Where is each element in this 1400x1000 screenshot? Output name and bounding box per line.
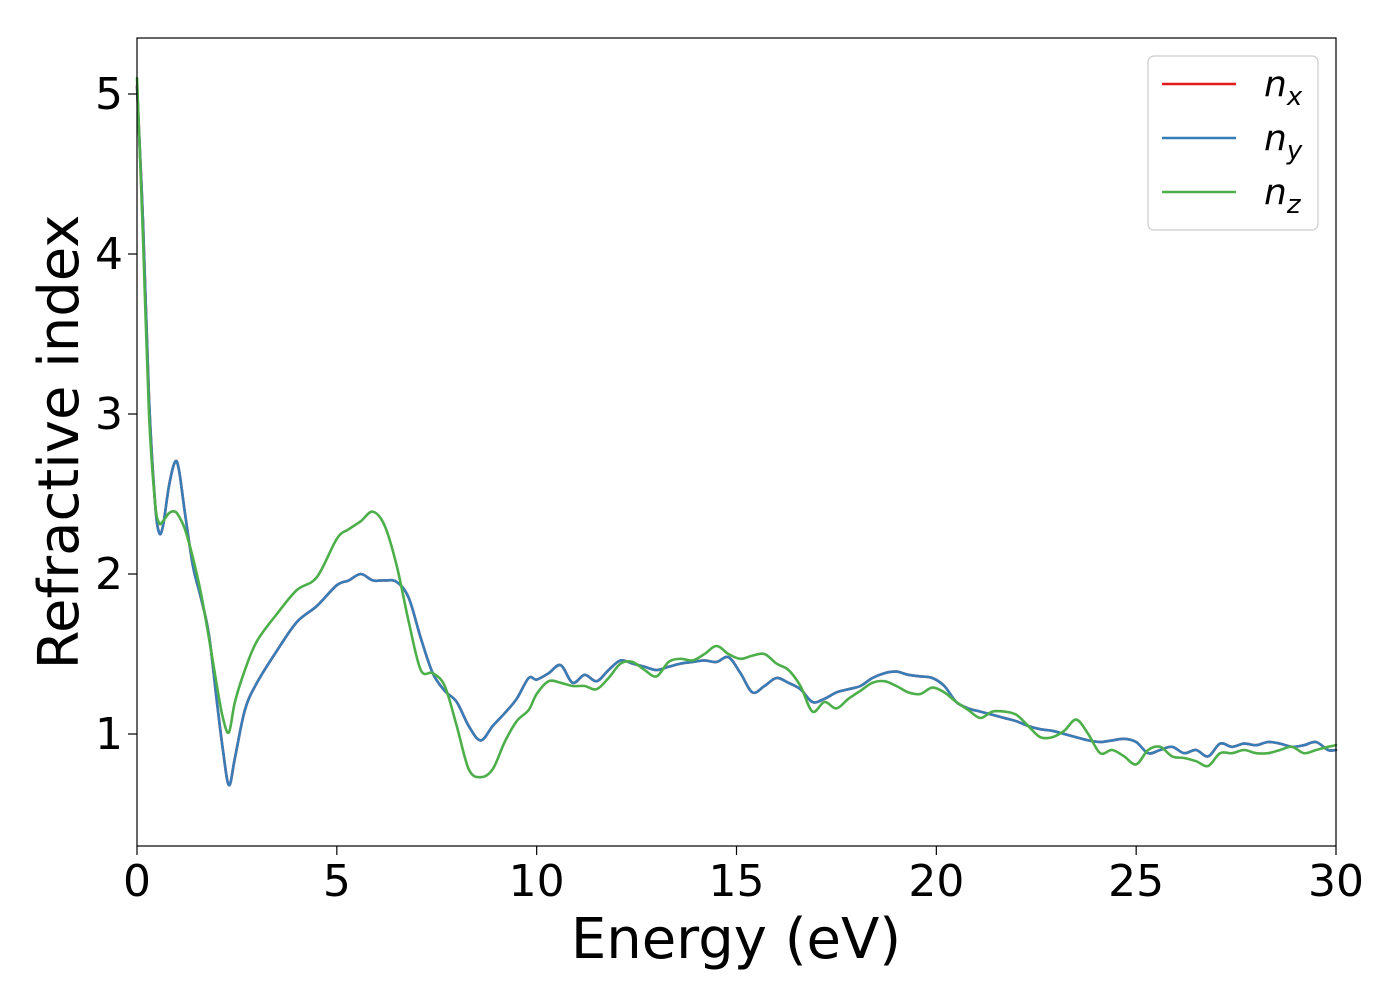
legend-box	[1147, 55, 1319, 231]
y-tick-label: 5	[95, 69, 123, 120]
x-tick-label: 5	[323, 856, 351, 907]
y-axis-ticks: 1 2 3 4 5	[95, 69, 137, 760]
x-axis-ticks: 0 5 10 15 20 25 30	[123, 846, 1364, 907]
x-tick-label: 10	[509, 856, 565, 907]
x-tick-label: 0	[123, 856, 151, 907]
x-tick-label: 20	[908, 856, 964, 907]
y-tick-label: 2	[95, 549, 123, 600]
x-tick-label: 15	[709, 856, 765, 907]
legend-label-y: ny	[1264, 118, 1303, 166]
y-tick-label: 1	[95, 709, 123, 760]
series-line-y	[135, 84, 1338, 787]
y-axis-title: Refractive index	[27, 215, 92, 670]
x-tick-label: 30	[1308, 856, 1364, 907]
series-layer	[135, 76, 1338, 787]
legend: nx ny nz	[1147, 55, 1319, 231]
series-line-z	[135, 76, 1338, 779]
legend-label-z: nz	[1264, 172, 1302, 220]
y-tick-label: 3	[95, 389, 123, 440]
x-tick-label: 25	[1108, 856, 1164, 907]
x-axis-title: Energy (eV)	[571, 907, 901, 972]
y-tick-label: 4	[95, 229, 123, 280]
legend-label-x: nx	[1264, 64, 1303, 112]
